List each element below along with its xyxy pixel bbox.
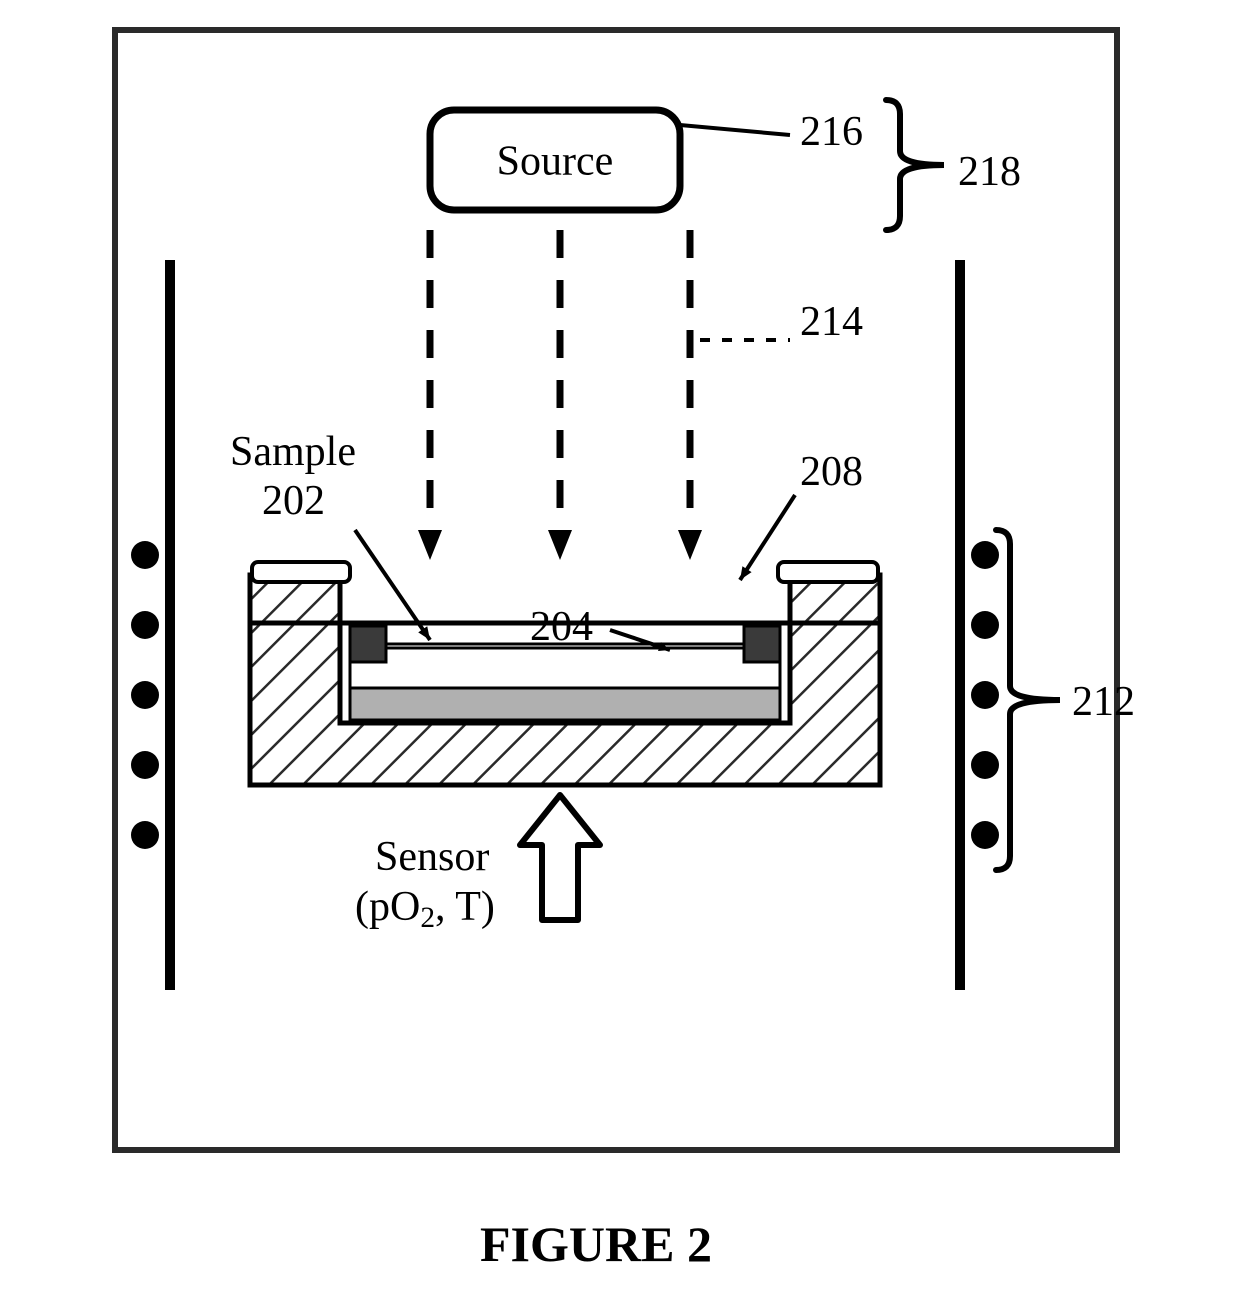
callout-214-label: 214 xyxy=(800,299,863,345)
sensor-label-line1: Sensor xyxy=(375,834,489,880)
brace-212-label: 212 xyxy=(1072,679,1135,725)
heater-dot-left xyxy=(131,611,159,639)
source-label: Source xyxy=(497,139,614,185)
sample-label-line2: 202 xyxy=(262,478,325,524)
sample-label-line1: Sample xyxy=(230,429,356,475)
holder-top-cap xyxy=(778,562,878,582)
heater-dot-right xyxy=(971,611,999,639)
figure-caption: FIGURE 2 xyxy=(480,1215,712,1273)
heater-dot-right xyxy=(971,821,999,849)
heater-dot-right xyxy=(971,541,999,569)
holder-ring xyxy=(744,626,780,662)
holder-top-cap xyxy=(252,562,350,582)
heater-dot-left xyxy=(131,751,159,779)
callout-216-leader xyxy=(680,125,790,135)
callout-216-label: 216 xyxy=(800,109,863,155)
figure-page: Source 216 218 212 214 Sample202 208 204 Sensor(… xyxy=(0,0,1249,1311)
deposition-arrow-head xyxy=(548,530,572,560)
heater-dot-right xyxy=(971,681,999,709)
heater-dot-left xyxy=(131,541,159,569)
brace-218-label: 218 xyxy=(958,149,1021,195)
holder-pedestal xyxy=(350,688,780,720)
callout-208-label: 208 xyxy=(800,449,863,495)
figure-svg: Source 216 218 212 214 Sample202 208 204 Sensor(… xyxy=(0,0,1249,1311)
sensor-label-line2: (pO2, T) xyxy=(355,884,495,934)
sample-layer xyxy=(350,648,780,688)
sensor-arrow xyxy=(520,795,600,920)
deposition-arrow-head xyxy=(678,530,702,560)
holder-ring xyxy=(350,626,386,662)
heater-dot-left xyxy=(131,821,159,849)
heater-dot-right xyxy=(971,751,999,779)
callout-204-label: 204 xyxy=(530,604,593,650)
heater-dot-left xyxy=(131,681,159,709)
brace-218 xyxy=(886,100,944,230)
deposition-arrow-head xyxy=(418,530,442,560)
brace-212 xyxy=(996,530,1060,870)
